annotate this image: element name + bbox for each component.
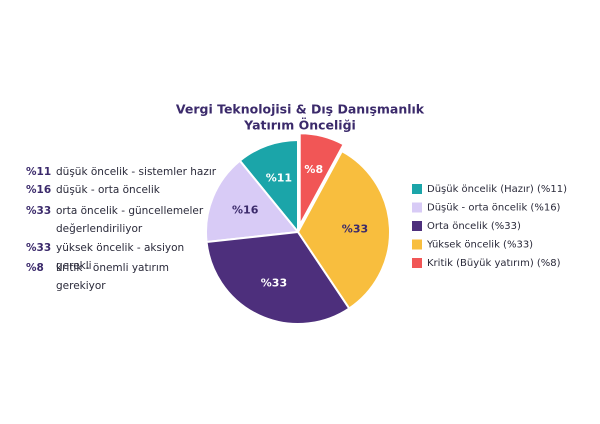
note: %33 yüksek öncelik - aksiyon gerekli xyxy=(26,239,226,275)
note-text: yüksek öncelik - aksiyon gerekli xyxy=(56,242,185,272)
chart-title: Yatırım Önceliği xyxy=(243,118,356,133)
note-percent: %11 xyxy=(26,166,52,178)
pie-slice xyxy=(205,230,351,325)
legend-label: Düşük - orta öncelik (%16) xyxy=(427,203,561,214)
slice-label: %8 xyxy=(304,163,323,176)
note-text: düşük öncelik - sistemler hazır xyxy=(56,166,217,178)
note-text: düşük - orta öncelik xyxy=(56,184,160,196)
legend-swatch xyxy=(412,202,422,213)
legend-label: Kritik (Büyük yatırım) (%8) xyxy=(427,258,561,269)
note: %11 düşük öncelik - sistemler hazır xyxy=(26,163,226,181)
note: %33 orta öncelik - güncellemeler değerlen… xyxy=(26,202,226,238)
legend-swatch xyxy=(412,258,422,268)
pie-slice xyxy=(296,149,391,310)
slice-label: %33 xyxy=(342,222,368,235)
slice-label: %11 xyxy=(266,171,292,184)
note-text: orta öncelik - güncellemeler değerlendir… xyxy=(56,205,204,235)
note: %16 düşük - orta öncelik xyxy=(26,181,226,199)
note-percent: %8 xyxy=(26,262,44,274)
legend-swatch xyxy=(412,239,422,250)
note-percent: %33 xyxy=(26,242,52,254)
note-percent: %33 xyxy=(26,205,52,217)
pie-slice xyxy=(205,159,300,244)
note-percent: %16 xyxy=(26,184,52,196)
legend-label: Yüksek öncelik (%33) xyxy=(426,240,533,251)
note: %8 kritik - önemli yatırım gerekiyor xyxy=(26,259,226,295)
slice-label: %33 xyxy=(261,277,287,290)
note-text: kritik - önemli yatırım gerekiyor xyxy=(56,262,169,292)
legend-swatch xyxy=(412,221,422,231)
legend-swatch xyxy=(412,184,422,194)
slice-label: %16 xyxy=(232,203,259,216)
legend-label: Düşük öncelik (Hazır) (%11) xyxy=(427,184,567,195)
legend-label: Orta öncelik (%33) xyxy=(427,221,521,232)
pie-slice xyxy=(298,132,346,226)
chart-title: Vergi Teknolojisi & Dış Danışmanlık xyxy=(176,102,425,117)
